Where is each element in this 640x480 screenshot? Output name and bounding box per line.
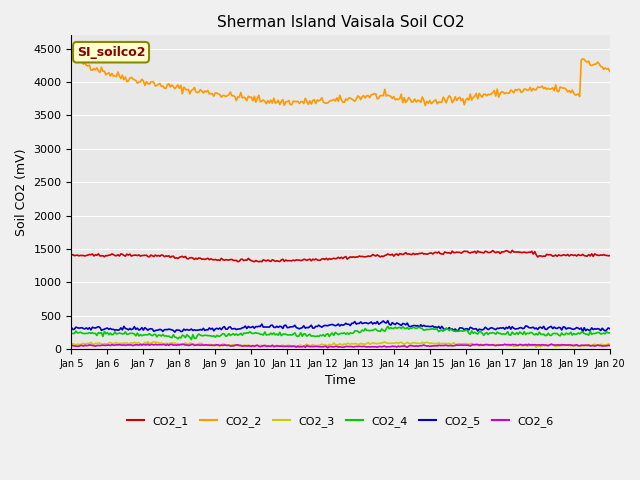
CO2_1 (246, 257, 253, 263)
CO2_3 (248, 343, 255, 348)
CO2_3 (606, 342, 614, 348)
X-axis label: Time: Time (325, 374, 356, 387)
CO2_4 (230, 331, 237, 336)
CO2_3 (257, 343, 264, 348)
CO2_2 (421, 103, 429, 108)
CO2_6 (303, 343, 310, 348)
CO2_1 (134, 252, 141, 258)
CO2_3 (134, 340, 141, 346)
CO2_4 (257, 331, 264, 337)
CO2_5 (248, 324, 255, 330)
Line: CO2_2: CO2_2 (72, 58, 610, 106)
CO2_6 (228, 343, 236, 348)
CO2_2 (257, 99, 264, 105)
CO2_2 (230, 93, 237, 98)
Line: CO2_3: CO2_3 (72, 342, 610, 347)
CO2_6 (547, 341, 555, 347)
CO2_2 (135, 79, 143, 85)
CO2_6 (68, 342, 76, 348)
CO2_2 (305, 102, 312, 108)
Title: Sherman Island Vaisala Soil CO2: Sherman Island Vaisala Soil CO2 (217, 15, 465, 30)
CO2_6 (255, 343, 262, 349)
CO2_6 (324, 345, 332, 350)
CO2_5 (171, 329, 179, 335)
CO2_6 (579, 342, 586, 348)
CO2_3 (532, 344, 540, 350)
CO2_4 (188, 337, 195, 343)
CO2_1 (606, 253, 614, 259)
CO2_2 (606, 69, 614, 74)
CO2_2 (68, 55, 76, 60)
CO2_1 (257, 258, 264, 264)
CO2_3 (230, 342, 237, 348)
CO2_1 (305, 257, 312, 263)
CO2_1 (579, 252, 586, 257)
Line: CO2_4: CO2_4 (72, 326, 610, 340)
CO2_3 (579, 342, 586, 348)
CO2_6 (606, 343, 614, 348)
Line: CO2_1: CO2_1 (72, 250, 610, 262)
CO2_4 (134, 330, 141, 336)
CO2_2 (72, 55, 80, 60)
CO2_5 (579, 329, 586, 335)
CO2_1 (68, 252, 76, 258)
CO2_6 (134, 342, 141, 348)
CO2_4 (606, 330, 614, 336)
CO2_4 (305, 332, 312, 338)
CO2_1 (508, 247, 516, 253)
CO2_4 (68, 331, 76, 336)
CO2_1 (228, 257, 236, 263)
Y-axis label: Soil CO2 (mV): Soil CO2 (mV) (15, 148, 28, 236)
Legend: CO2_1, CO2_2, CO2_3, CO2_4, CO2_5, CO2_6: CO2_1, CO2_2, CO2_3, CO2_4, CO2_5, CO2_6 (123, 411, 558, 431)
Line: CO2_6: CO2_6 (72, 344, 610, 348)
CO2_5 (606, 326, 614, 332)
CO2_1 (255, 259, 262, 264)
CO2_2 (579, 56, 586, 61)
Text: SI_soilco2: SI_soilco2 (77, 46, 145, 59)
CO2_5 (384, 318, 392, 324)
Line: CO2_5: CO2_5 (72, 321, 610, 332)
CO2_6 (246, 343, 253, 349)
CO2_5 (134, 325, 141, 331)
CO2_3 (68, 341, 76, 347)
CO2_5 (257, 324, 264, 329)
CO2_3 (305, 342, 312, 348)
CO2_4 (579, 329, 586, 335)
CO2_5 (305, 325, 312, 331)
CO2_3 (144, 339, 152, 345)
CO2_5 (230, 326, 237, 332)
CO2_5 (68, 324, 76, 330)
CO2_4 (384, 324, 392, 329)
CO2_4 (248, 330, 255, 336)
CO2_2 (248, 94, 255, 100)
